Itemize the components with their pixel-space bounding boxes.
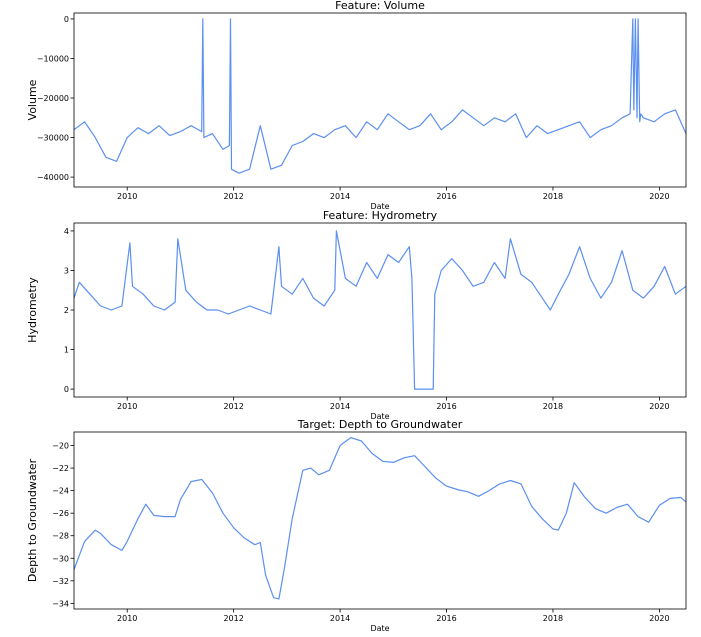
y-tick-label: 0 — [64, 15, 69, 24]
x-tick-label: 2014 — [330, 192, 350, 201]
y-tick-label: 4 — [64, 227, 69, 236]
y-tick-label: −20 — [52, 442, 69, 451]
plot-frame — [73, 12, 687, 188]
x-axis-label: Date — [370, 624, 389, 633]
y-tick-label: −34 — [52, 599, 69, 608]
y-tick-label: 0 — [64, 385, 69, 394]
chart-panel-1: 2010 2012 2014 2016 2018 2020 0 −10000 −20000 −30… — [26, 0, 687, 211]
y-tick-label: −40000 — [37, 173, 69, 182]
x-tick-label: 2010 — [117, 192, 137, 201]
y-tick-label: −30 — [52, 554, 69, 563]
y-axis-label: Depth to Groundwater — [26, 458, 39, 582]
y-tick-label: −10000 — [37, 54, 69, 63]
y-tick-label: −26 — [52, 509, 69, 518]
y-tick-label: −22 — [52, 464, 69, 473]
y-tick-label: 2 — [64, 306, 69, 315]
x-tick-label: 2016 — [436, 192, 456, 201]
y-tick-label: −20000 — [37, 94, 69, 103]
series-line-1 — [73, 230, 687, 390]
y-axis-label: Volume — [26, 79, 39, 120]
x-tick-label: 2018 — [543, 402, 563, 411]
x-tick-label: 2014 — [330, 402, 350, 411]
chart-title: Target: Depth to Groundwater — [297, 418, 463, 431]
chart-title: Feature: Hydrometry — [323, 209, 438, 222]
chart-panel-3: 2010 2012 2014 2016 2018 2020 −20 −22 −24 −26 −28 −… — [26, 418, 687, 633]
chart-title: Feature: Volume — [335, 0, 425, 12]
x-axis-label: Date — [370, 412, 389, 421]
chart-panel-2: 2010 2012 2014 2016 2018 2020 0 1 2 3 4 Feature: Hy… — [26, 209, 687, 421]
y-tick-label: −28 — [52, 532, 69, 541]
x-tick-label: 2018 — [543, 614, 563, 623]
y-tick-label: −30000 — [37, 134, 69, 143]
y-tick-label: −32 — [52, 577, 69, 586]
x-tick-label: 2010 — [117, 402, 137, 411]
plot-frame — [73, 222, 687, 398]
plot-frame — [73, 431, 687, 610]
x-tick-label: 2016 — [436, 614, 456, 623]
x-tick-label: 2018 — [543, 192, 563, 201]
x-tick-label: 2010 — [117, 614, 137, 623]
x-tick-label: 2012 — [223, 402, 243, 411]
x-tick-label: 2016 — [436, 402, 456, 411]
x-tick-label: 2014 — [330, 614, 350, 623]
x-axis-label: Date — [370, 202, 389, 211]
x-tick-label: 2012 — [223, 192, 243, 201]
series-line-1 — [73, 18, 687, 174]
y-tick-label: −24 — [52, 487, 69, 496]
y-axis-label: Hydrometry — [26, 277, 39, 343]
x-tick-label: 2020 — [649, 614, 669, 623]
x-tick-label: 2020 — [649, 192, 669, 201]
y-tick-label: 3 — [64, 266, 69, 275]
series-line-1 — [73, 437, 687, 600]
y-tick-label: 1 — [64, 346, 69, 355]
x-tick-label: 2012 — [223, 614, 243, 623]
x-tick-label: 2020 — [649, 402, 669, 411]
